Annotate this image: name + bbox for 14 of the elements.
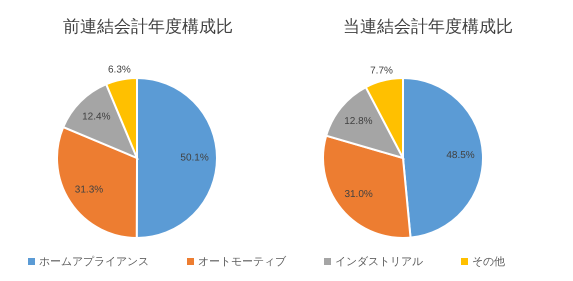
data-label: 31.0% bbox=[344, 189, 373, 200]
chart-title: 前連結会計年度構成比 bbox=[62, 16, 234, 38]
data-label: 31.3% bbox=[74, 184, 104, 196]
data-label: 50.1% bbox=[180, 152, 209, 164]
data-label: 12.4% bbox=[82, 112, 111, 123]
data-label: 48.5% bbox=[446, 150, 475, 161]
legend-label: インダストリアル bbox=[335, 255, 423, 269]
legend-label: その他 bbox=[472, 255, 505, 269]
chart-title: 当連結会計年度構成比 bbox=[342, 16, 514, 38]
legend-label: ホームアプライアンス bbox=[39, 254, 149, 269]
data-label: 12.8% bbox=[344, 116, 373, 128]
data-label: 6.3% bbox=[108, 64, 131, 76]
legend-label: オートモーティブ bbox=[198, 254, 286, 269]
data-label: 7.7% bbox=[370, 66, 394, 77]
